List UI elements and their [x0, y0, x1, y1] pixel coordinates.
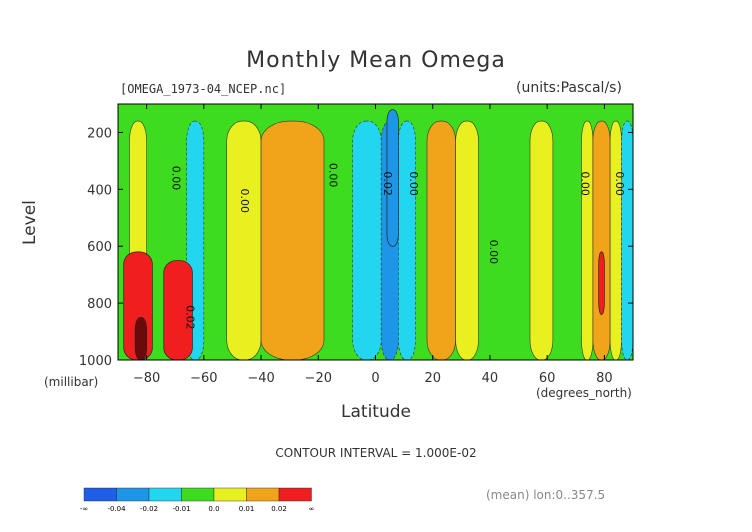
- contour-band-13: [426, 120, 456, 361]
- y-tick-label-3: 800: [87, 297, 112, 312]
- contour-label-6: 0.00: [579, 171, 592, 196]
- x-tick-label-5: 20: [424, 371, 441, 386]
- x-tick-label-0: −80: [133, 371, 160, 386]
- contour-band-19: [592, 120, 611, 361]
- contour-feature-4: [598, 251, 605, 315]
- file-label: [OMEGA_1973-04_NCEP.nc]: [120, 82, 287, 96]
- x-tick-label-3: −20: [305, 371, 332, 386]
- y-tick-label-4: 1000: [79, 354, 112, 369]
- contour-band-14: [455, 120, 479, 361]
- y-tick-label-0: 200: [87, 126, 112, 141]
- colorbar-swatch-6: [278, 487, 312, 502]
- colorbar-label-2: -0.02: [140, 505, 158, 513]
- chart-title: Monthly Mean Omega: [246, 48, 506, 73]
- colorbar-swatch-2: [148, 487, 182, 502]
- colorbar-label-4: 0.0: [208, 505, 219, 513]
- colorbar-label-5: 0.01: [239, 505, 255, 513]
- contour-label-layer: 0.00 0.00 0.00 0.02 0.00 0.00 0.00 0.00 0.02: [169, 163, 625, 330]
- y-tick-label-2: 600: [87, 240, 112, 255]
- y-tick-label-1: 400: [87, 183, 112, 198]
- x-tick-label-8: 80: [596, 371, 613, 386]
- contour-band-21: [621, 120, 634, 361]
- contour-band-6: [260, 120, 325, 361]
- x-tick-label-6: 40: [482, 371, 499, 386]
- colorbar-swatch-1: [116, 487, 150, 502]
- colorbar-swatch-0: [83, 487, 117, 502]
- contour-label-1: 0.00: [238, 188, 251, 213]
- y-axis-unit: (millibar): [44, 375, 99, 389]
- axes-layer: −80 −60 −40 −20 0 20 40 60 80 200 400 600 800 1000: [79, 104, 633, 386]
- contour-band-9: [352, 120, 382, 361]
- x-tick-label-1: −60: [190, 371, 217, 386]
- colorbar-label-6: 0.02: [271, 505, 287, 513]
- mean-note: (mean) lon:0..357.5: [486, 488, 606, 502]
- contour-label-0: 0.00: [169, 166, 182, 191]
- colorbar-label-7: ∞: [309, 505, 315, 513]
- contour-label-8: 0.02: [184, 305, 197, 330]
- colorbar-label-3: -0.01: [172, 505, 190, 513]
- contour-label-7: 0.00: [613, 171, 626, 196]
- x-axis-label: Latitude: [341, 402, 411, 422]
- contour-band-11: [398, 120, 416, 361]
- contour-band-5: [226, 120, 262, 361]
- x-axis-unit: (degrees_north): [536, 386, 632, 400]
- contour-interval-note: CONTOUR INTERVAL = 1.000E-02: [275, 446, 477, 460]
- contour-label-3: 0.02: [381, 171, 394, 196]
- contour-label-4: 0.00: [407, 171, 420, 196]
- x-tick-label-2: −40: [247, 371, 274, 386]
- contour-feature-2: [134, 316, 147, 361]
- colorbar-swatch-4: [213, 487, 247, 502]
- colorbar: -∞ -0.04 -0.02 -0.01 0.0 0.01 0.02 ∞: [80, 487, 315, 513]
- contour-band-18: [581, 120, 594, 361]
- units-label: (units:Pascal/s): [516, 80, 622, 96]
- colorbar-label-1: -0.04: [107, 505, 126, 513]
- contour-band-16: [529, 120, 554, 361]
- contour-band-20: [609, 120, 622, 361]
- colorbar-swatch-3: [181, 487, 215, 502]
- contour-feature-3: [386, 109, 399, 247]
- colorbar-label-0: -∞: [80, 505, 88, 513]
- contour-label-5: 0.00: [487, 240, 500, 265]
- x-tick-label-7: 60: [539, 371, 556, 386]
- x-tick-label-4: 0: [371, 371, 379, 386]
- contour-label-2: 0.00: [327, 163, 340, 188]
- colorbar-swatch-5: [246, 487, 280, 502]
